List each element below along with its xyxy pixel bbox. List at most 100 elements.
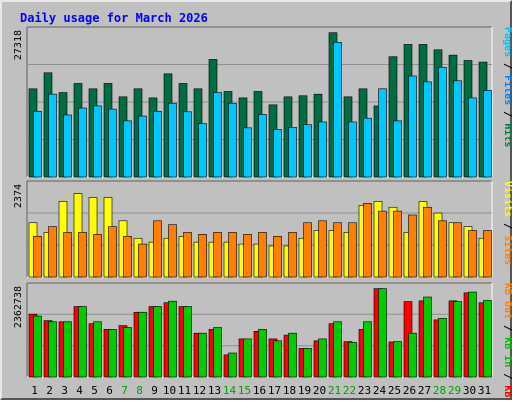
- bar-sites-sites-day-27: [423, 206, 432, 278]
- x-tick-day-22: 22: [343, 384, 356, 397]
- side-legend-text: KB Out / KB In / KB F: [502, 283, 512, 402]
- bar-hits-files-day-15: [243, 127, 252, 178]
- legend-separator: /: [502, 105, 512, 123]
- x-tick-day-6: 6: [106, 384, 113, 397]
- x-tick-day-12: 12: [193, 384, 206, 397]
- bar-sites-sites-day-20: [318, 220, 327, 278]
- x-axis-labels: 1 2 3 4 5 6 7 8 9 10 11 12 13 14 15 16 17 18 19 20 21 22 23 24 2…: [31, 384, 491, 397]
- bar-sites-sites-day-23: [363, 203, 372, 278]
- x-tick-day-4: 4: [76, 384, 83, 397]
- side-legend-hits: Pages / Files / Hits: [502, 27, 512, 147]
- bar-sites-sites-day-24: [378, 210, 387, 278]
- bar-sites-sites-day-4: [78, 232, 87, 278]
- bar-kbytes-kb-in-day-3: [63, 321, 72, 378]
- bar-kbytes-kb-in-day-11: [183, 306, 192, 378]
- bar-sites-sites-day-2: [48, 226, 57, 278]
- bar-kbytes-kb-in-day-21: [333, 321, 342, 378]
- bar-sites-sites-day-1: [33, 236, 42, 278]
- bar-kbytes-kb-in-day-18: [288, 332, 297, 378]
- bar-sites-sites-day-3: [63, 232, 72, 278]
- x-tick-day-28: 28: [433, 384, 446, 397]
- side-legend-text: Visits / Sites: [502, 181, 512, 265]
- panel-hits: 27318: [13, 26, 493, 178]
- bar-kbytes-kb-in-day-23: [363, 321, 372, 378]
- panel-sites: 2374: [13, 180, 493, 278]
- bar-sites-sites-day-31: [483, 230, 492, 278]
- side-legend-kbytes: KB Out / KB In / KB F: [502, 283, 512, 402]
- bar-hits-files-day-4: [78, 107, 87, 178]
- bar-hits-files-day-19: [303, 124, 312, 178]
- bar-kbytes-kb-in-day-14: [228, 352, 237, 378]
- legend-kb-out: KB Out: [502, 283, 512, 319]
- x-tick-day-26: 26: [403, 384, 416, 397]
- bar-sites-sites-day-16: [258, 232, 267, 278]
- bar-sites-sites-day-18: [288, 232, 297, 278]
- bar-kbytes-kb-in-day-29: [453, 301, 462, 378]
- bar-hits-files-day-25: [393, 120, 402, 178]
- x-tick-day-14: 14: [223, 384, 237, 397]
- bar-kbytes-kb-in-day-8: [138, 311, 147, 378]
- bar-kbytes-kb-in-day-9: [153, 306, 162, 378]
- bar-sites-sites-day-28: [438, 220, 447, 278]
- x-tick-day-8: 8: [136, 384, 143, 397]
- bar-kbytes-kb-in-day-24: [378, 288, 387, 378]
- bar-sites-sites-day-19: [303, 222, 312, 278]
- legend-visits: Visits: [502, 181, 512, 217]
- bar-sites-sites-day-7: [123, 236, 132, 278]
- bar-hits-hits-day-25: [388, 56, 398, 178]
- side-legend-text: Pages / Files / Hits: [502, 27, 512, 147]
- bar-kbytes-kb-in-day-25: [393, 341, 402, 378]
- bar-sites-sites-day-22: [348, 222, 357, 278]
- bar-sites-sites-day-9: [153, 220, 162, 278]
- bar-kbytes-kb-in-day-17: [273, 340, 282, 378]
- bar-sites-sites-day-11: [183, 232, 192, 278]
- x-tick-day-3: 3: [61, 384, 68, 397]
- bar-sites-sites-day-10: [168, 224, 177, 278]
- bar-hits-files-day-18: [288, 126, 297, 178]
- bar-hits-files-day-31: [483, 90, 492, 178]
- bar-hits-files-day-27: [423, 81, 432, 178]
- legend-sites: Sites: [502, 235, 512, 265]
- x-tick-day-5: 5: [91, 384, 98, 397]
- x-tick-day-13: 13: [208, 384, 221, 397]
- legend-separator: /: [502, 319, 512, 337]
- x-tick-day-10: 10: [163, 384, 176, 397]
- bar-hits-files-day-14: [228, 102, 237, 178]
- x-tick-day-20: 20: [313, 384, 326, 397]
- bar-kbytes-kb-in-day-13: [213, 327, 222, 378]
- legend-pages: Pages: [502, 27, 512, 57]
- bar-sites-sites-day-12: [198, 234, 207, 278]
- legend-files: Files: [502, 75, 512, 105]
- bar-sites-sites-day-6: [108, 226, 117, 278]
- x-tick-day-15: 15: [238, 384, 251, 397]
- legend-separator: /: [502, 217, 512, 235]
- chart-title: Daily usage for March 2026: [20, 11, 208, 25]
- bar-sites-sites-day-29: [453, 222, 462, 278]
- bar-sites-sites-day-13: [213, 232, 222, 278]
- chart-panels: 27318 2374 2362738: [13, 26, 493, 378]
- x-tick-day-27: 27: [418, 384, 431, 397]
- bar-hits-files-day-3: [63, 114, 72, 178]
- y-max-label: 27318: [13, 30, 24, 60]
- bar-hits-files-day-26: [408, 75, 417, 178]
- x-tick-day-2: 2: [46, 384, 53, 397]
- bar-hits-files-day-12: [198, 123, 207, 178]
- bar-hits-files-day-8: [138, 115, 147, 178]
- bar-kbytes-kb-in-day-30: [468, 291, 477, 378]
- x-tick-day-19: 19: [298, 384, 311, 397]
- bar-hits-files-day-9: [153, 110, 162, 178]
- bar-kbytes-kb-in-day-26: [408, 332, 417, 378]
- bar-kbytes-kb-in-day-22: [348, 342, 357, 378]
- bar-kbytes-kb-in-day-12: [198, 332, 207, 378]
- bar-kbytes-kb-in-day-10: [168, 300, 177, 378]
- legend-hits: Hits: [502, 123, 512, 147]
- bar-sites-sites-day-14: [228, 232, 237, 278]
- x-tick-day-31: 31: [478, 384, 491, 397]
- legend-separator: /: [502, 57, 512, 75]
- bar-hits-files-day-10: [168, 102, 177, 178]
- bar-hits-files-day-6: [108, 108, 117, 178]
- bar-hits-files-day-7: [123, 120, 132, 178]
- bar-hits-files-day-11: [183, 111, 192, 178]
